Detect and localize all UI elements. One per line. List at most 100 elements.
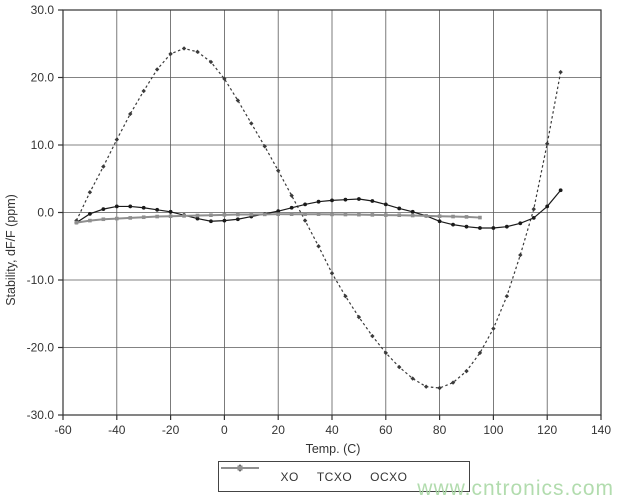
series-marker-ocxo (478, 215, 482, 220)
series-marker-ocxo (128, 216, 133, 220)
series-marker-ocxo (276, 212, 280, 216)
series-marker-xo (141, 88, 146, 94)
series-marker-xo (316, 244, 321, 249)
series-marker-xo (545, 141, 550, 146)
series-marker-xo (450, 380, 456, 385)
series-marker-ocxo (141, 215, 146, 220)
series-marker-ocxo (249, 212, 254, 217)
series-marker-xo (518, 252, 523, 258)
series-marker-ocxo (289, 212, 294, 216)
x-tick-label: 0 (221, 423, 228, 437)
series-marker-tcxo (451, 222, 455, 227)
series-marker-tcxo (410, 209, 415, 214)
series-marker-xo (208, 59, 214, 65)
y-tick-label: -20.0 (27, 341, 55, 355)
series-marker-tcxo (155, 207, 160, 212)
series-marker-tcxo (141, 205, 146, 210)
y-tick-label: 20.0 (31, 71, 55, 85)
series-marker-ocxo (262, 212, 267, 217)
legend: XO TCXO OCXO (218, 461, 470, 492)
y-tick-label: 0.0 (37, 206, 54, 220)
series-marker-xo (168, 51, 173, 57)
series-marker-xo (329, 271, 335, 276)
series-marker-xo (383, 350, 388, 356)
series-marker-ocxo (168, 214, 173, 219)
series-marker-xo (101, 164, 106, 169)
series-marker-xo (128, 111, 133, 117)
series-marker-tcxo (464, 224, 469, 229)
x-tick-label: 120 (537, 423, 557, 437)
y-axis-title: Stability, dF/F (ppm) (4, 194, 18, 306)
watermark: www.cntronics.com (417, 477, 614, 500)
series-marker-ocxo (88, 218, 92, 223)
series-marker-xo (262, 144, 267, 149)
series-marker-xo (195, 49, 200, 55)
series-marker-ocxo (303, 212, 307, 216)
x-tick-label: 140 (591, 423, 611, 437)
series-marker-ocxo (437, 214, 442, 219)
series-marker-ocxo (236, 212, 240, 217)
series-marker-tcxo (195, 216, 200, 221)
series-marker-xo (504, 294, 510, 299)
series-marker-ocxo (209, 213, 213, 217)
y-tick-label: 30.0 (31, 3, 55, 17)
x-axis-title: Temp. (C) (306, 442, 361, 456)
series-marker-xo (437, 385, 442, 391)
series-marker-tcxo (276, 209, 281, 214)
series-marker-xo (181, 46, 187, 51)
series-marker-tcxo (383, 202, 388, 207)
series-line-tcxo (76, 189, 562, 229)
series-marker-xo (464, 368, 469, 374)
series-marker-tcxo (168, 209, 173, 214)
series-marker-ocxo (330, 212, 334, 217)
series-marker-ocxo (316, 212, 321, 216)
x-tick-label: -40 (108, 423, 126, 437)
series-marker-xo (397, 364, 402, 370)
series-line-xo (75, 47, 562, 389)
series-marker-tcxo (88, 211, 92, 216)
series-marker-tcxo (289, 205, 294, 210)
series-marker-tcxo (518, 221, 523, 226)
series-marker-ocxo (397, 213, 402, 217)
series-marker-ocxo (155, 214, 159, 219)
series-marker-xo (356, 314, 362, 320)
x-tick-label: -20 (162, 423, 180, 437)
series-marker-xo (302, 218, 308, 223)
series-marker-ocxo (384, 213, 388, 217)
legend-item-tcxo: TCXO (221, 465, 353, 484)
legend-item-ocxo: OCXO (221, 465, 408, 484)
series-marker-xo (531, 206, 536, 212)
legend-label-tcxo: TCXO (316, 469, 353, 484)
series-marker-ocxo (343, 212, 348, 217)
series-marker-tcxo (235, 217, 240, 222)
series-marker-xo (114, 137, 119, 142)
series-marker-xo (289, 193, 294, 198)
series-marker-xo (235, 98, 241, 103)
legend-item-xo: XO (221, 464, 298, 484)
series-marker-xo (423, 384, 429, 389)
series-marker-ocxo (424, 214, 428, 218)
series-marker-xo (370, 333, 375, 339)
ocxo-line-sample-icon (221, 465, 259, 471)
x-tick-label: 80 (433, 423, 447, 437)
x-tick-label: 20 (272, 423, 286, 437)
series-marker-tcxo (531, 216, 536, 220)
legend-label-ocxo: OCXO (370, 469, 408, 484)
series-marker-tcxo (370, 199, 375, 203)
series-marker-ocxo (451, 214, 455, 219)
series-marker-ocxo (410, 213, 415, 218)
x-tick-label: 40 (325, 423, 339, 437)
x-tick-label: 60 (379, 423, 393, 437)
series-marker-ocxo (195, 213, 200, 218)
series-marker-tcxo (303, 202, 307, 207)
series-marker-ocxo (101, 217, 106, 222)
series-marker-ocxo (370, 213, 375, 217)
series-marker-tcxo (343, 197, 348, 202)
series-marker-xo (410, 376, 415, 381)
series-marker-ocxo (115, 216, 119, 221)
x-tick-label: 100 (483, 423, 503, 437)
series-marker-ocxo (357, 212, 361, 217)
series-marker-xo (87, 190, 93, 195)
series-marker-tcxo (478, 226, 482, 230)
